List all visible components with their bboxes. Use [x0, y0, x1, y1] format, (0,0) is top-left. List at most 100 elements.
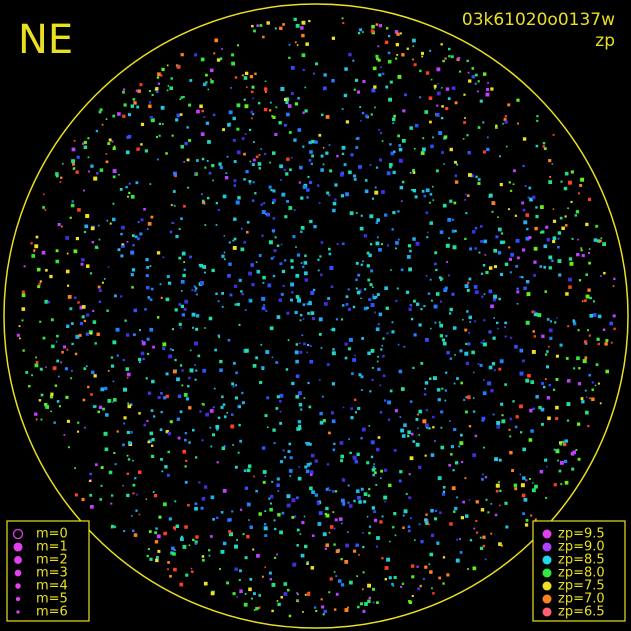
star	[402, 526, 405, 529]
star	[354, 460, 358, 464]
star	[67, 446, 70, 449]
star	[464, 199, 466, 201]
star	[228, 530, 232, 534]
star	[425, 337, 429, 342]
star	[388, 483, 392, 488]
star	[428, 563, 431, 566]
star	[523, 286, 527, 290]
star	[112, 340, 117, 345]
star	[371, 378, 374, 381]
star	[395, 57, 398, 60]
star	[228, 241, 231, 244]
star	[398, 147, 403, 152]
zp-label: zp=9.0	[558, 540, 605, 555]
star	[300, 230, 303, 233]
star	[498, 367, 502, 371]
star	[98, 224, 100, 227]
star	[212, 406, 215, 409]
star	[145, 258, 149, 262]
star	[544, 378, 547, 380]
star-field	[16, 17, 616, 618]
star	[263, 523, 267, 526]
star	[341, 242, 345, 246]
star	[274, 527, 277, 531]
star	[355, 261, 359, 265]
star	[50, 318, 54, 322]
star	[472, 453, 477, 458]
star	[115, 327, 120, 332]
star	[375, 484, 378, 486]
star	[540, 231, 543, 234]
star	[347, 288, 350, 291]
star	[239, 439, 243, 443]
star	[580, 249, 583, 252]
star	[146, 228, 149, 230]
star	[442, 59, 445, 63]
star	[331, 382, 335, 386]
star	[327, 297, 330, 300]
star	[479, 536, 482, 539]
star	[293, 515, 297, 518]
star	[317, 258, 320, 261]
star	[31, 254, 36, 258]
star	[340, 558, 343, 561]
star	[398, 158, 403, 163]
star	[217, 208, 220, 211]
star	[153, 494, 158, 498]
star	[61, 351, 64, 354]
star	[326, 363, 330, 366]
star	[188, 406, 192, 410]
star	[223, 251, 226, 254]
star	[363, 306, 368, 311]
star	[244, 556, 248, 560]
star	[297, 420, 301, 424]
star	[123, 416, 127, 420]
star	[473, 285, 478, 289]
star	[379, 131, 383, 135]
star	[583, 340, 588, 344]
star	[434, 440, 436, 443]
star	[282, 284, 285, 287]
star	[105, 413, 109, 417]
star	[315, 609, 318, 612]
star	[329, 266, 334, 270]
star	[335, 592, 339, 596]
star	[417, 413, 419, 416]
star	[90, 505, 94, 509]
star	[345, 303, 349, 306]
star	[250, 263, 254, 267]
star	[169, 348, 173, 351]
star	[290, 265, 294, 269]
star	[609, 321, 613, 326]
star	[297, 298, 301, 303]
star	[236, 127, 240, 131]
star	[483, 72, 487, 76]
star	[281, 192, 286, 197]
star	[142, 357, 145, 361]
star	[442, 203, 447, 208]
star	[367, 494, 371, 497]
star	[380, 477, 382, 479]
star	[35, 360, 39, 364]
star	[177, 394, 182, 398]
star	[333, 527, 336, 530]
star	[367, 351, 371, 355]
star	[65, 236, 69, 240]
star	[45, 405, 50, 409]
star	[481, 478, 484, 481]
star	[66, 252, 69, 255]
star	[605, 339, 609, 343]
star	[179, 582, 184, 587]
star	[366, 461, 370, 465]
star	[90, 164, 94, 168]
star	[432, 426, 435, 429]
star	[495, 483, 500, 488]
star	[285, 97, 290, 102]
star	[112, 202, 115, 205]
star	[382, 337, 385, 340]
star	[570, 200, 573, 203]
star	[462, 319, 464, 321]
star	[600, 237, 603, 239]
star	[456, 496, 458, 499]
star	[125, 367, 130, 371]
